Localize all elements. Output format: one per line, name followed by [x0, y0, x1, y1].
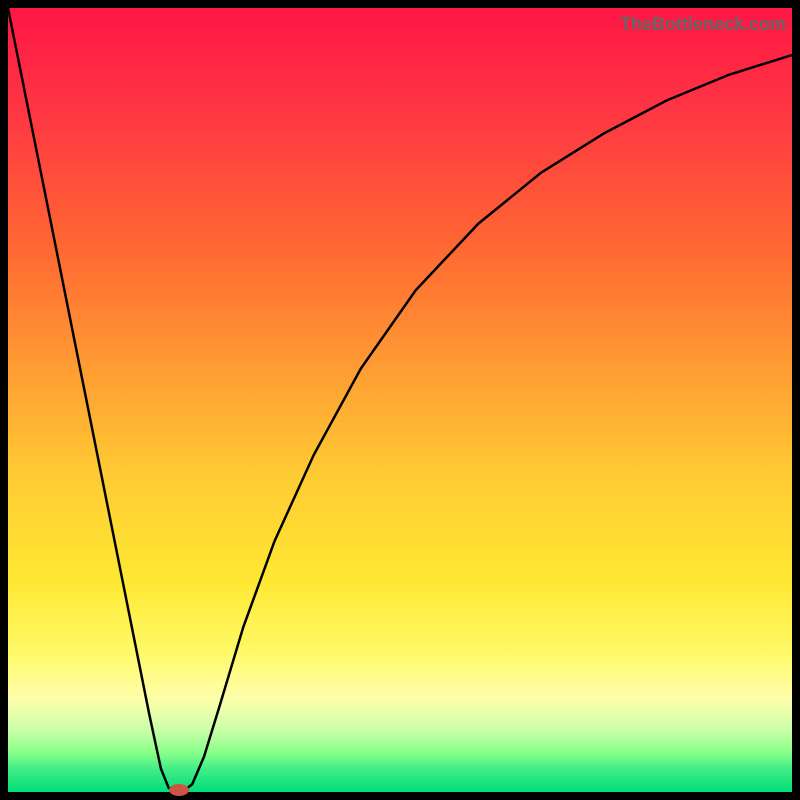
chart-plot-area: TheBottleneck.com [8, 8, 792, 792]
watermark-text: TheBottleneck.com [620, 14, 786, 35]
minimum-marker [169, 784, 189, 796]
bottleneck-curve [8, 8, 792, 792]
